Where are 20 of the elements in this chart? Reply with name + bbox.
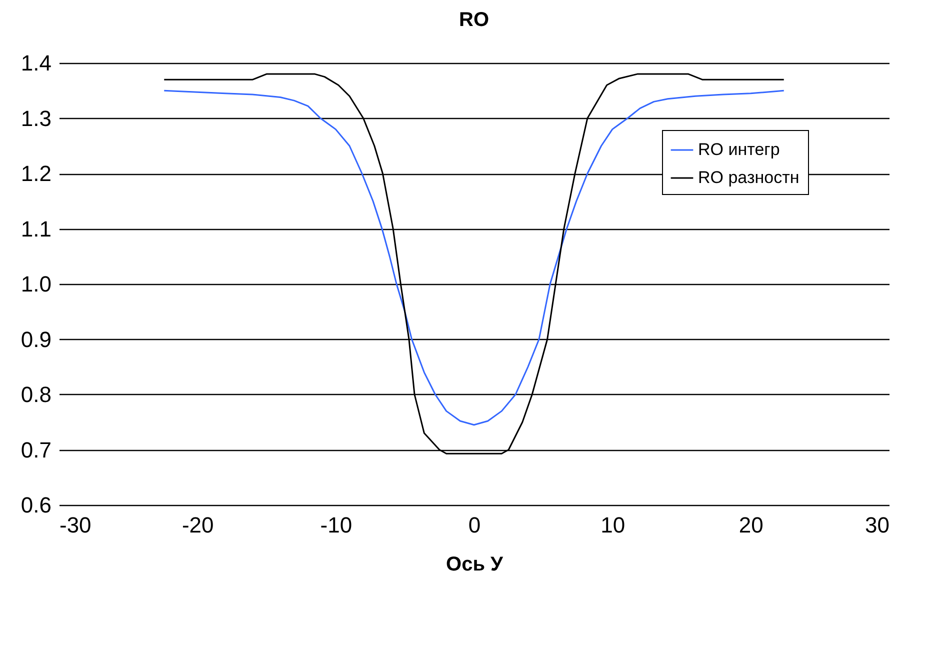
y-tick-label: 1.0 xyxy=(20,272,52,296)
x-tick-label: -10 xyxy=(320,512,352,538)
y-tick-label: 0.7 xyxy=(20,437,52,462)
y-tick-label: 1.2 xyxy=(20,161,52,186)
x-tick-label: 10 xyxy=(600,512,626,538)
y-tick-label: 0.6 xyxy=(20,492,52,518)
chart-title: RO xyxy=(459,9,489,31)
x-tick-label: -30 xyxy=(60,512,92,538)
y-tick-label: 1.3 xyxy=(20,106,52,131)
legend-label: RO разностн xyxy=(698,168,800,187)
legend-label: RO интегр xyxy=(698,140,780,159)
y-tick-label: 0.8 xyxy=(20,382,52,407)
y-tick-label: 1.1 xyxy=(20,216,52,242)
x-tick-label: 0 xyxy=(468,512,481,538)
x-tick-label: -20 xyxy=(182,512,214,538)
y-tick-label: 1.4 xyxy=(20,50,52,76)
x-tick-label: 20 xyxy=(738,512,764,538)
x-axis-title: Ось У xyxy=(446,554,504,576)
x-tick-label: 30 xyxy=(865,512,890,538)
y-tick-label: 0.9 xyxy=(20,326,52,352)
